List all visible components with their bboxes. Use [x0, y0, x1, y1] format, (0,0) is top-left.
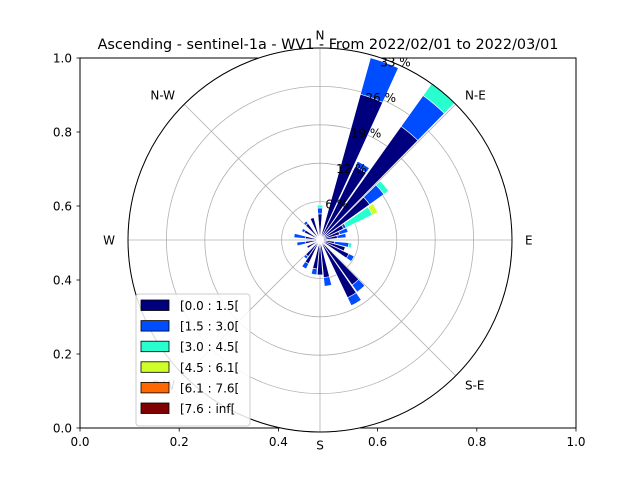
polar-axes-outline	[127, 47, 513, 433]
legend-swatch	[140, 361, 170, 373]
compass-label: N-W	[150, 89, 175, 103]
windrose-bar-segment	[375, 180, 390, 195]
compass-label: E	[525, 234, 533, 248]
windrose-bars	[293, 57, 455, 307]
legend: [0.0 : 1.5[ [1.5 : 3.0[ [3.0 : 4.5[ [4.5 : …	[135, 293, 251, 427]
radial-tick-label: 33 %	[380, 56, 411, 70]
legend-swatch	[140, 320, 170, 332]
windrose-bar-segment	[323, 276, 333, 287]
y-tick-label: 0.4	[53, 274, 72, 288]
windrose-bar-segment	[316, 204, 324, 209]
y-tick-label: 0.6	[53, 200, 72, 214]
radial-tick-label: 12 %	[336, 162, 367, 176]
compass-label: S-E	[465, 378, 485, 392]
windrose-bar-segment	[296, 241, 307, 247]
legend-swatch	[140, 381, 170, 394]
legend-label: [3.0 : 4.5[	[180, 340, 239, 354]
y-tick-label: 0.8	[53, 126, 72, 140]
x-tick-label: 0.0	[70, 435, 89, 449]
radial-tick-label: 19 %	[351, 127, 382, 141]
windrose-bar-segment	[317, 207, 323, 215]
windrose-bar-segment	[293, 233, 307, 239]
compass-label: N-E	[465, 89, 486, 103]
legend-label: [7.6 : inf[	[180, 402, 235, 416]
windrose-bar-segment	[336, 233, 347, 239]
x-tick-label: 0.2	[170, 435, 189, 449]
windrose-bar-segment	[360, 57, 399, 103]
windrose-bar-segment	[301, 228, 307, 233]
windrose-bar-segment	[301, 261, 310, 270]
chart-title: Ascending - sentinel-1a - WV1 - From 202…	[98, 37, 559, 53]
radial-tick-labels: 6 % 12 % 19 % 26 % 33 %	[325, 56, 410, 212]
windrose-bar-segment	[309, 217, 321, 241]
radial-tick-label: 6 %	[325, 198, 348, 212]
windrose-bar-segment	[310, 267, 318, 276]
windrose-bar-segment	[347, 292, 362, 307]
windrose-bar-segment	[303, 220, 309, 226]
legend-label: [6.1 : 7.6[	[180, 381, 239, 395]
windrose-bar-segment	[351, 278, 366, 293]
x-tick-label: 1.0	[566, 435, 585, 449]
compass-label: W	[103, 234, 115, 248]
windrose-bar-segment	[345, 253, 355, 262]
x-axis-ticks: 0.0 0.2 0.4 0.6 0.8 1.0	[70, 428, 586, 449]
y-tick-label: 0.0	[53, 422, 72, 436]
x-tick-label: 0.4	[269, 435, 288, 449]
angular-grid-line	[183, 103, 321, 241]
legend-label: [1.5 : 3.0[	[180, 320, 239, 334]
compass-label: N	[316, 29, 325, 43]
y-axis-ticks: 0.0 0.2 0.4 0.6 0.8 1.0	[53, 52, 80, 436]
windrose-bar-segment	[338, 227, 349, 235]
compass-label: S	[316, 439, 324, 453]
radial-tick-label: 26 %	[366, 91, 397, 105]
legend-swatch	[140, 340, 170, 353]
legend-swatch	[140, 299, 170, 311]
windrose-bar-segment	[354, 160, 370, 174]
windrose-bar-segment	[367, 203, 379, 216]
windrose-bar-segment	[316, 239, 324, 276]
windrose-bar-segment	[303, 254, 309, 260]
x-tick-label: 0.6	[368, 435, 387, 449]
windrose-bar-segment	[306, 239, 321, 249]
legend-label: [4.5 : 6.1[	[180, 361, 239, 375]
y-tick-label: 0.2	[53, 348, 72, 362]
windrose-bar-segment	[347, 242, 353, 249]
legend-swatch	[140, 402, 170, 414]
legend-label: [0.0 : 1.5[	[180, 299, 239, 313]
x-tick-label: 0.8	[467, 435, 486, 449]
y-tick-label: 1.0	[53, 52, 72, 66]
